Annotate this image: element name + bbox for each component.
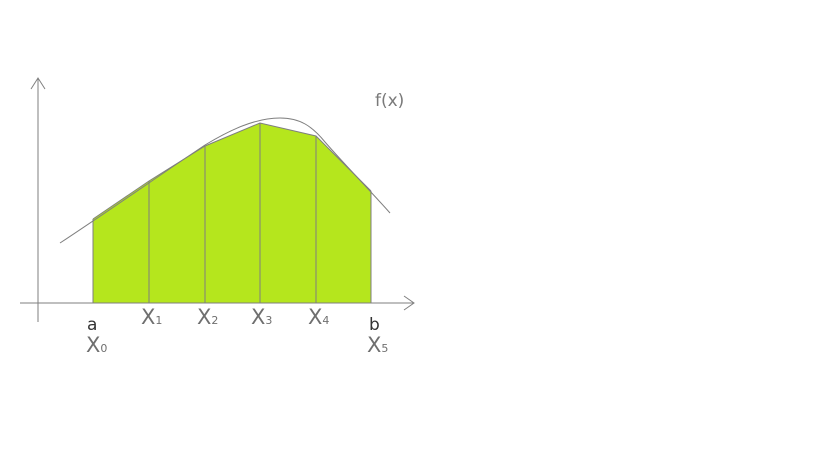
node-x1-sub: 1 — [155, 314, 162, 327]
node-x2-main: X — [197, 305, 211, 329]
x-axis-arrow — [403, 295, 415, 311]
node-x4-sub: 4 — [322, 314, 329, 327]
ordinate-lines — [92, 123, 372, 303]
node-label-x3: X3 — [251, 305, 272, 329]
bound-b-label: b — [369, 315, 380, 335]
node-x4-main: X — [308, 305, 322, 329]
node-x0-sub: 0 — [100, 342, 107, 355]
node-x2-sub: 2 — [211, 314, 218, 327]
function-label: f(x) — [375, 91, 404, 111]
node-x5-sub: 5 — [381, 342, 388, 355]
y-axis-arrow — [30, 77, 46, 90]
node-x3-main: X — [251, 305, 265, 329]
node-label-x1: X1 — [141, 305, 162, 329]
node-label-x5: X5 — [367, 333, 388, 357]
axes — [20, 77, 415, 322]
node-x5-main: X — [367, 333, 381, 357]
node-x1-main: X — [141, 305, 155, 329]
node-label-x2: X2 — [197, 305, 218, 329]
node-label-x0: X0 — [86, 333, 107, 357]
function-curve — [59, 117, 391, 244]
trapezoid-area — [93, 123, 371, 303]
node-label-x4: X4 — [308, 305, 329, 329]
node-x3-sub: 3 — [265, 314, 272, 327]
bound-a-label: a — [87, 315, 97, 335]
node-x0-main: X — [86, 333, 100, 357]
trapezoid-chords — [92, 122, 372, 220]
